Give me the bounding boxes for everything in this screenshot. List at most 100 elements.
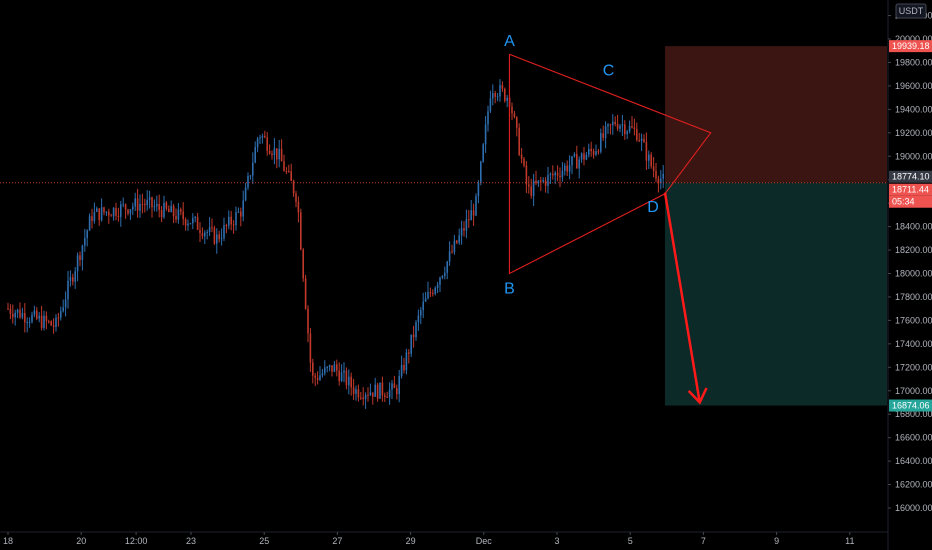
candle-body bbox=[640, 138, 643, 141]
candle-body bbox=[249, 175, 252, 177]
candle-body bbox=[223, 225, 225, 239]
candle-body bbox=[561, 170, 564, 178]
countdown-tag-bg bbox=[889, 195, 932, 208]
candle-body bbox=[266, 137, 268, 151]
candle-body bbox=[168, 208, 170, 213]
candle-body bbox=[276, 148, 278, 160]
candle-body bbox=[312, 362, 314, 376]
pattern-label-a: A bbox=[504, 33, 515, 50]
candle-body bbox=[62, 307, 64, 312]
candle-body bbox=[31, 314, 33, 322]
candle-body bbox=[86, 230, 88, 239]
candle-body bbox=[206, 231, 208, 233]
candle-body bbox=[616, 124, 619, 129]
current-price-tag: 18774.10 bbox=[892, 172, 930, 182]
candle-body bbox=[544, 180, 547, 186]
candle-body bbox=[160, 209, 163, 218]
position-zones bbox=[664, 46, 887, 406]
candle-body bbox=[285, 170, 288, 172]
candle-body bbox=[45, 315, 48, 322]
candle-body bbox=[460, 228, 463, 236]
candle-body bbox=[187, 223, 189, 226]
candle-body bbox=[645, 142, 648, 161]
candle-body bbox=[242, 200, 244, 217]
candle-body bbox=[386, 397, 388, 399]
candle-body bbox=[506, 97, 508, 101]
candle-body bbox=[441, 275, 444, 278]
candle-body bbox=[136, 198, 139, 211]
candle-body bbox=[184, 219, 187, 226]
candle-body bbox=[321, 373, 324, 376]
candle-body bbox=[525, 165, 528, 185]
candle-body bbox=[110, 215, 112, 217]
candle-body bbox=[480, 161, 482, 184]
projection-arrow-line[interactable] bbox=[663, 192, 701, 403]
y-tick-label: 16400.00 bbox=[895, 456, 932, 466]
candle-body bbox=[537, 180, 540, 184]
y-tick-label: 18400.00 bbox=[895, 222, 932, 232]
candle-body bbox=[352, 387, 355, 394]
candle-body bbox=[9, 308, 12, 314]
candle-body bbox=[607, 124, 609, 127]
candle-body bbox=[67, 280, 69, 300]
price-tags: 19939.18 18774.10 18711.44 05:34 16874.06 bbox=[889, 40, 932, 412]
y-tick-label: 17000.00 bbox=[895, 386, 932, 396]
candle-body bbox=[396, 388, 398, 395]
candle-body bbox=[343, 370, 345, 373]
candle-body bbox=[194, 217, 196, 219]
candle-body bbox=[72, 277, 74, 282]
candle-body bbox=[376, 384, 379, 399]
candle-body bbox=[573, 154, 576, 157]
stop-price-tag-bg bbox=[889, 40, 932, 53]
projection-arrow-head[interactable] bbox=[687, 387, 708, 405]
currency-badge[interactable]: USDT bbox=[895, 3, 927, 19]
candle-body bbox=[516, 117, 518, 128]
take-profit-zone bbox=[664, 182, 887, 406]
candle-body bbox=[393, 383, 396, 389]
candle-body bbox=[12, 313, 14, 318]
y-tick-label: 19800.00 bbox=[895, 57, 932, 67]
candle-body bbox=[477, 183, 480, 197]
pattern-label-c: C bbox=[603, 63, 615, 80]
x-tick-label: 27 bbox=[332, 536, 342, 546]
candle-body bbox=[158, 203, 160, 210]
candle-body bbox=[595, 151, 597, 155]
candles-layer bbox=[7, 79, 664, 409]
candle-body bbox=[518, 127, 520, 155]
candle-body bbox=[465, 219, 468, 231]
candle-body bbox=[648, 154, 650, 161]
candle-body bbox=[16, 309, 19, 313]
candle-body bbox=[273, 148, 276, 156]
candle-body bbox=[345, 370, 348, 386]
candle-body bbox=[436, 284, 439, 288]
candle-body bbox=[602, 133, 604, 138]
x-tick-label: 23 bbox=[186, 536, 196, 546]
candle-body bbox=[340, 372, 343, 382]
candle-body bbox=[57, 317, 60, 319]
candle-body bbox=[120, 204, 122, 217]
drawing-overlay[interactable]: A B C D bbox=[0, 33, 887, 405]
y-tick-label: 17400.00 bbox=[895, 339, 932, 349]
candle-body bbox=[196, 217, 199, 230]
price-axis[interactable]: 16000.00 16200.00 16400.00 16600.00 16800.00… bbox=[887, 0, 932, 550]
candle-body bbox=[84, 238, 86, 246]
candle-body bbox=[244, 187, 247, 201]
candle-body bbox=[93, 211, 96, 222]
candle-body bbox=[374, 384, 376, 397]
candle-body bbox=[132, 206, 134, 210]
x-tick-label: 11 bbox=[845, 536, 854, 546]
candle-body bbox=[79, 255, 81, 261]
candle-body bbox=[280, 148, 283, 162]
candle-body bbox=[388, 389, 391, 398]
pattern-label-d: D bbox=[647, 199, 659, 216]
y-tick-label: 19600.00 bbox=[895, 81, 932, 91]
candle-body bbox=[576, 154, 578, 169]
candle-body bbox=[112, 207, 115, 217]
candle-body bbox=[501, 85, 504, 89]
candle-body bbox=[408, 352, 410, 354]
candle-body bbox=[458, 235, 460, 243]
candle-body bbox=[141, 203, 144, 205]
time-axis[interactable]: 18 20 12:00 23 25 27 29 Dec 3 5 7 9 11 bbox=[0, 531, 888, 546]
candle-body bbox=[33, 310, 36, 315]
